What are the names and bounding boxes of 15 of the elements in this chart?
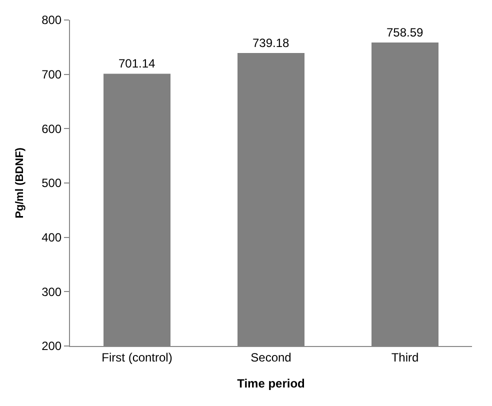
- y-tick-label: 700: [42, 68, 62, 82]
- x-tick-label: First (control): [102, 350, 172, 364]
- x-tick-label: Third: [391, 350, 419, 364]
- x-axis-title: Time period: [237, 376, 305, 390]
- x-tick-label: Second: [250, 350, 292, 364]
- y-axis-title: Pg/ml (BDNF): [14, 147, 26, 218]
- data-label: 758.59: [386, 26, 424, 40]
- y-tick-label: 300: [42, 284, 62, 299]
- y-tick-label: 500: [42, 176, 62, 190]
- y-tick-label: 200: [42, 339, 62, 354]
- data-label: 701.14: [118, 56, 156, 71]
- y-tick-label: 600: [42, 122, 62, 136]
- data-label: 739.18: [252, 36, 290, 50]
- y-tick-label: 800: [42, 13, 62, 28]
- y-tick-label: 400: [42, 230, 62, 245]
